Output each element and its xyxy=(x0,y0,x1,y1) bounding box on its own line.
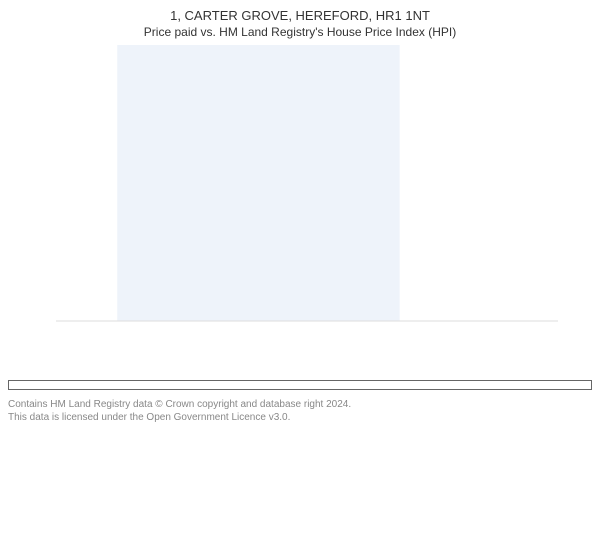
legend xyxy=(8,380,592,390)
footer-line: This data is licensed under the Open Gov… xyxy=(8,411,592,424)
chart-title: 1, CARTER GROVE, HEREFORD, HR1 1NT xyxy=(8,8,592,23)
attribution-footer: Contains HM Land Registry data © Crown c… xyxy=(8,398,592,424)
line-chart xyxy=(8,39,568,369)
footer-line: Contains HM Land Registry data © Crown c… xyxy=(8,398,592,411)
chart-container xyxy=(8,39,592,372)
chart-title-block: 1, CARTER GROVE, HEREFORD, HR1 1NT Price… xyxy=(8,8,592,39)
chart-subtitle: Price paid vs. HM Land Registry's House … xyxy=(8,25,592,39)
